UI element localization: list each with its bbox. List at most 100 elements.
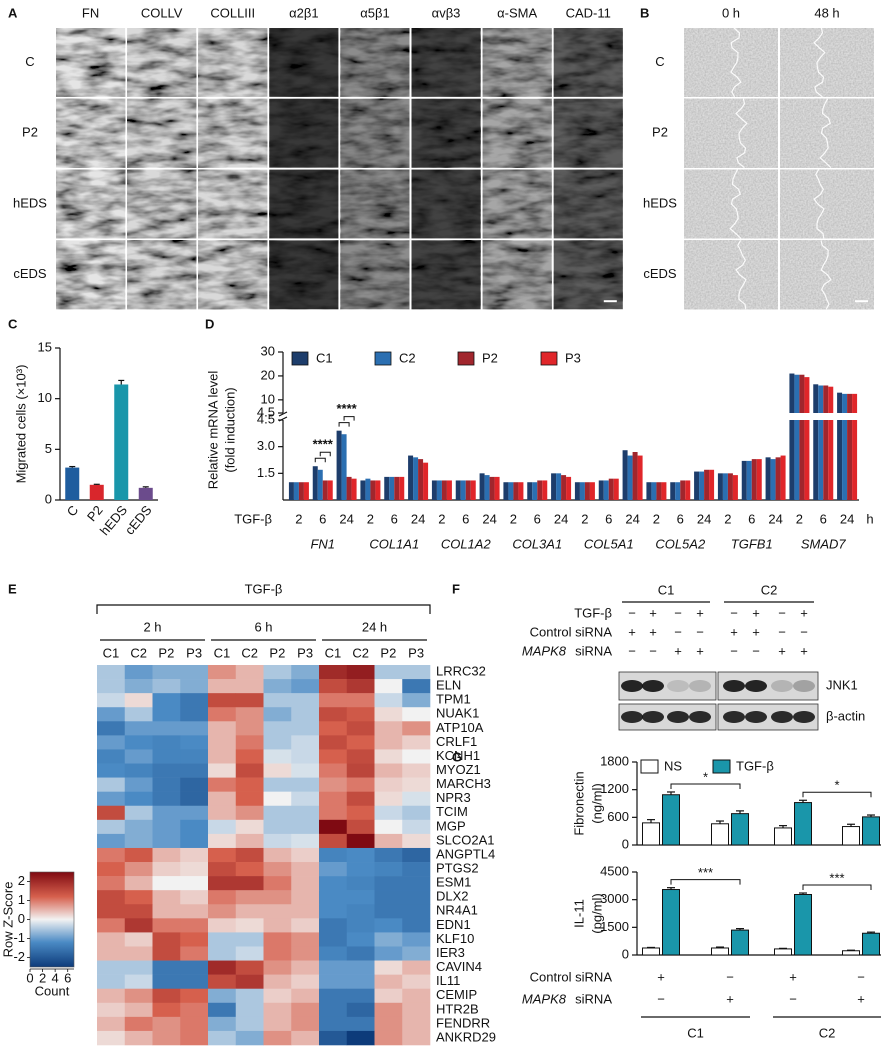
row-label: ANGPTL4	[436, 846, 495, 861]
heatmap-cell	[374, 763, 403, 778]
heatmap-cell	[402, 862, 431, 877]
bar	[711, 823, 729, 846]
heatmap-cell	[402, 918, 431, 933]
heatmap-cell	[97, 749, 126, 764]
bar	[561, 475, 567, 500]
heatmap-cell	[402, 749, 431, 764]
heatmap-cell	[346, 890, 375, 905]
group-label: TGFB1	[731, 536, 773, 551]
heatmap-cell	[152, 665, 181, 680]
row-label: ATP10A	[436, 720, 484, 735]
group-label: C1	[658, 582, 675, 597]
heatmap-cell	[374, 721, 403, 736]
bar	[711, 947, 729, 956]
column-label: COLLV	[141, 5, 183, 20]
heatmap-cell	[263, 1030, 292, 1046]
x-tick-label: 6	[534, 511, 541, 526]
column-label: P2	[158, 645, 174, 660]
micrograph	[340, 98, 410, 168]
heatmap-cell	[180, 974, 209, 990]
wound-edge	[730, 27, 742, 98]
heatmap-cell	[291, 890, 320, 905]
bar	[370, 480, 376, 500]
x-tick-label: 2	[438, 511, 445, 526]
bar	[770, 459, 776, 500]
condition-sign: +	[778, 643, 786, 658]
significance-label: ****	[336, 401, 357, 416]
wound-edge	[819, 98, 832, 169]
heatmap-cell	[235, 763, 264, 778]
axis-break	[278, 411, 288, 417]
heatmap-cell	[374, 1030, 403, 1046]
heatmap-cell	[208, 932, 237, 947]
heatmap-cell	[235, 735, 264, 750]
row-label: siRNA	[575, 991, 612, 1006]
heatmap-cell	[402, 876, 431, 891]
heatmap-cell	[346, 833, 375, 849]
bar	[717, 473, 723, 500]
heatmap-cell	[263, 847, 292, 863]
heatmap-cell	[319, 932, 348, 947]
micrograph	[684, 98, 778, 168]
heatmap-cell	[208, 749, 237, 764]
heatmap-cell	[263, 805, 292, 821]
bar	[799, 374, 805, 413]
column-group-label: 24 h	[362, 619, 387, 634]
heatmap-cell	[208, 862, 237, 877]
heatmap-cell	[346, 763, 375, 778]
heatmap-cell	[319, 721, 348, 736]
bar	[389, 476, 395, 500]
heatmap-cell	[291, 1002, 320, 1018]
bar	[89, 484, 104, 500]
row-gene: MAPK8	[522, 991, 567, 1006]
row-label: P2	[22, 125, 38, 140]
heatmap-cell	[208, 974, 237, 990]
heatmap-cell	[180, 847, 209, 863]
heatmap-cell	[402, 960, 431, 975]
heatmap-cell	[235, 974, 264, 990]
micrograph	[56, 28, 126, 97]
row-label: Control siRNA	[530, 969, 613, 984]
row-label: C	[25, 54, 34, 69]
x-tick-label: 6	[462, 511, 469, 526]
heatmap-cell	[263, 679, 292, 694]
condition-sign: +	[674, 643, 682, 658]
heatmap-cell	[346, 665, 375, 680]
heatmap-cell	[208, 721, 237, 736]
bar	[731, 929, 749, 956]
heatmap-cell	[97, 833, 126, 849]
heatmap-cell	[152, 707, 181, 722]
x-tick-label: 6	[748, 511, 755, 526]
row-label: TPM1	[436, 692, 471, 707]
heatmap-cell	[235, 805, 264, 821]
y-axis-label: (ng/ml)	[589, 783, 604, 823]
bar	[556, 473, 562, 500]
heatmap-cell	[235, 890, 264, 905]
bar	[465, 480, 471, 500]
heatmap-cell	[180, 665, 209, 680]
bar	[574, 482, 580, 500]
heatmap-cell	[97, 960, 126, 975]
bar	[518, 482, 524, 500]
heatmap-cell	[124, 749, 153, 764]
micrograph	[127, 98, 197, 168]
heatmap-cell	[97, 777, 126, 792]
y-tick-label: 3000	[600, 891, 629, 906]
heatmap-cell	[97, 1030, 126, 1046]
micrograph	[127, 169, 197, 239]
heatmap-cell	[319, 862, 348, 877]
micrograph-shade	[553, 28, 623, 97]
heatmap-cell	[374, 665, 403, 680]
heatmap-cell	[97, 791, 126, 807]
blot-band	[689, 680, 711, 692]
heatmap-cell	[235, 679, 264, 694]
micrograph-shade	[127, 98, 197, 168]
row-label: NPR3	[436, 790, 471, 805]
x-tick-label: 2	[581, 511, 588, 526]
group-label: COL3A1	[512, 536, 562, 551]
significance-bracket	[802, 884, 872, 891]
micrograph	[482, 169, 552, 239]
heatmap-cell	[263, 946, 292, 961]
y-tick-label: 1800	[600, 753, 629, 768]
heatmap-cell	[235, 777, 264, 792]
